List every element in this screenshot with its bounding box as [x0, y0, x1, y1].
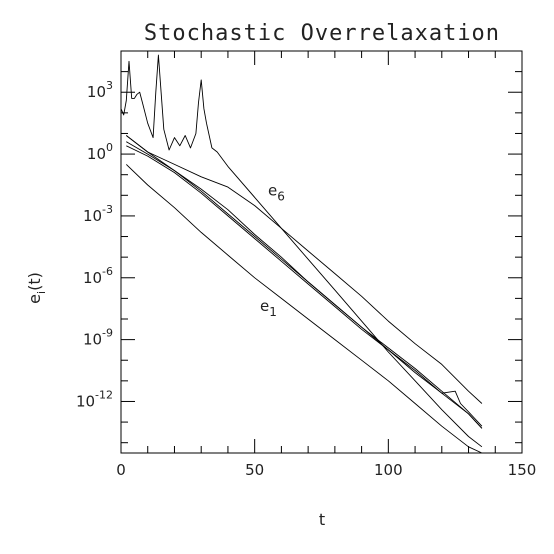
y-axis-label: ei(t) — [25, 272, 48, 304]
series-line-3 — [126, 145, 483, 427]
y-tick-label: 103 — [87, 79, 113, 101]
series-line-1 — [120, 54, 483, 448]
y-tick-label: 10-12 — [76, 388, 113, 410]
y-tick-label: 10-6 — [83, 265, 113, 287]
y-tick-label: 100 — [87, 141, 113, 163]
series-line-4 — [126, 135, 483, 429]
x-tick-label: 0 — [116, 461, 126, 479]
x-tick-label: 50 — [245, 461, 264, 479]
y-tick-label: 10-3 — [83, 203, 113, 225]
x-tick-label: 100 — [374, 461, 403, 479]
series-layer — [120, 54, 483, 454]
annotation-e1: e1 — [260, 297, 277, 319]
series-line-2 — [126, 141, 483, 429]
y-axis: 103 100 10-3 10-6 10-9 10-12 — [76, 50, 522, 444]
series-line-5 — [126, 135, 483, 404]
x-tick-label: 150 — [508, 461, 537, 479]
plot-area — [120, 50, 523, 454]
chart-title: Stochastic Overrelaxation — [144, 21, 500, 46]
x-axis: 0 50 100 150 — [116, 51, 536, 479]
x-axis-label: t — [319, 510, 325, 529]
plot-frame — [120, 50, 523, 454]
y-tick-label: 10-9 — [83, 327, 113, 349]
series-line-6 — [125, 164, 483, 454]
annotation-layer: e6 e1 — [260, 181, 285, 318]
annotation-e6: e6 — [268, 181, 285, 203]
